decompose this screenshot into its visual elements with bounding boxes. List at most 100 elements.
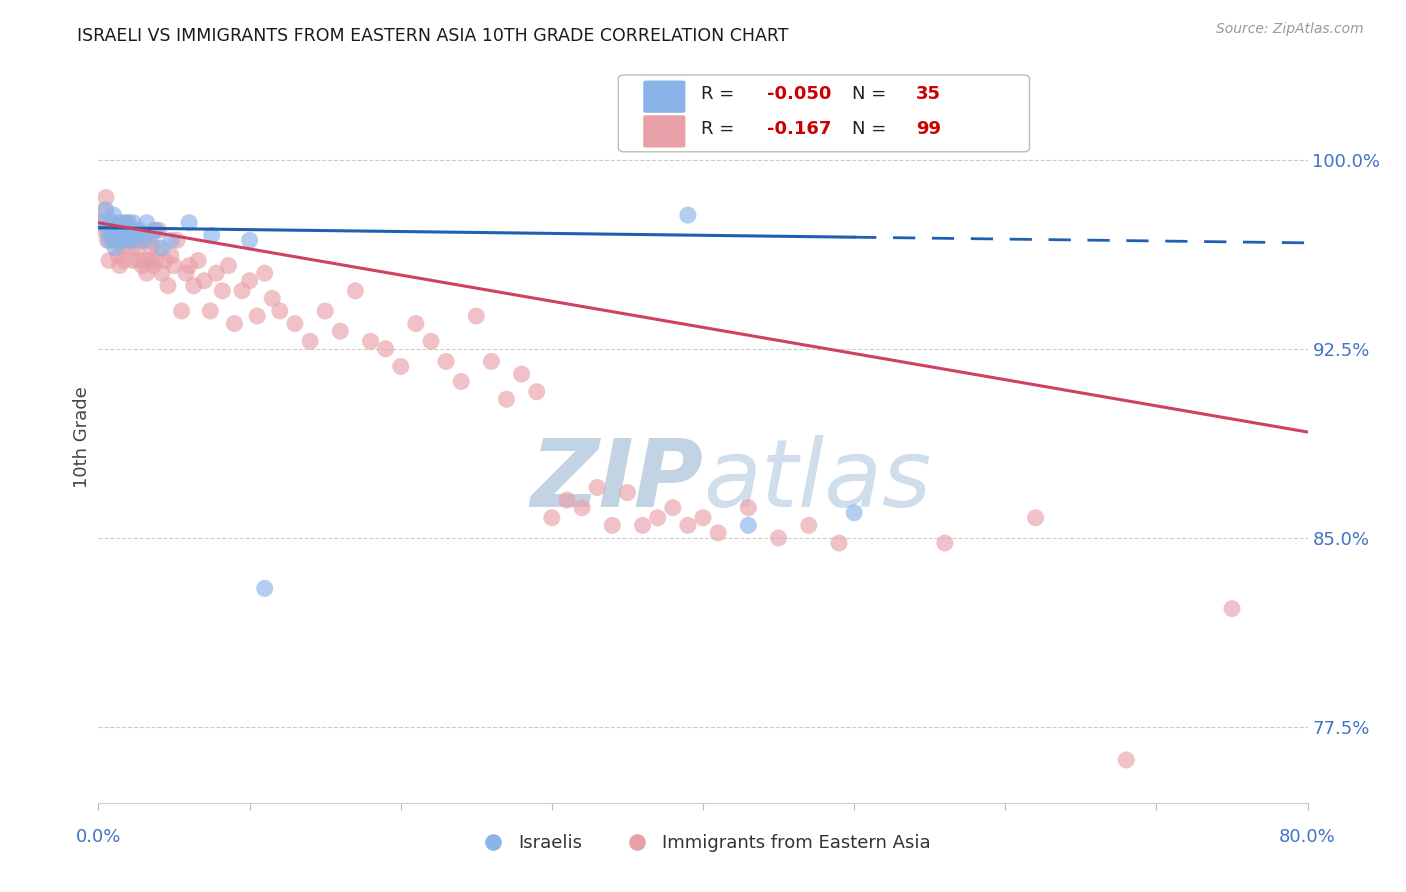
- Point: [112, 216, 135, 230]
- Point: [104, 241, 127, 255]
- Point: [314, 304, 336, 318]
- Point: [205, 266, 228, 280]
- Point: [121, 241, 143, 255]
- Point: [1220, 601, 1243, 615]
- Point: [170, 304, 193, 318]
- Text: 35: 35: [915, 86, 941, 103]
- Point: [510, 367, 533, 381]
- Point: [104, 223, 127, 237]
- Point: [105, 223, 128, 237]
- Point: [114, 233, 136, 247]
- Point: [160, 233, 183, 247]
- Point: [98, 233, 121, 247]
- Point: [828, 536, 851, 550]
- Text: 99: 99: [915, 120, 941, 138]
- Point: [676, 518, 699, 533]
- Text: atlas: atlas: [703, 435, 931, 526]
- Point: [631, 518, 654, 533]
- Point: [284, 317, 307, 331]
- Point: [100, 223, 122, 237]
- Text: ZIP: ZIP: [530, 435, 703, 527]
- Point: [224, 317, 246, 331]
- Point: [110, 223, 132, 237]
- Point: [253, 266, 276, 280]
- Text: N =: N =: [852, 120, 891, 138]
- Point: [374, 342, 396, 356]
- Text: N =: N =: [852, 86, 891, 103]
- Point: [1115, 753, 1137, 767]
- Point: [129, 233, 152, 247]
- Point: [239, 274, 262, 288]
- Point: [193, 274, 215, 288]
- Point: [187, 253, 209, 268]
- Point: [231, 284, 253, 298]
- Point: [450, 375, 472, 389]
- Point: [148, 223, 170, 237]
- Point: [90, 216, 112, 230]
- Point: [135, 266, 157, 280]
- Point: [100, 216, 122, 230]
- Point: [253, 582, 276, 596]
- Text: Source: ZipAtlas.com: Source: ZipAtlas.com: [1216, 22, 1364, 37]
- Point: [540, 510, 562, 524]
- Point: [246, 309, 269, 323]
- Point: [269, 304, 291, 318]
- Point: [132, 233, 155, 247]
- Point: [465, 309, 488, 323]
- Point: [131, 259, 153, 273]
- Point: [737, 518, 759, 533]
- Point: [120, 223, 142, 237]
- Point: [707, 525, 730, 540]
- Point: [91, 223, 114, 237]
- Point: [146, 241, 169, 255]
- Point: [90, 216, 112, 230]
- FancyBboxPatch shape: [643, 80, 686, 113]
- Point: [136, 233, 159, 247]
- Point: [94, 203, 117, 218]
- Point: [96, 233, 118, 247]
- Point: [135, 216, 157, 230]
- Point: [115, 216, 138, 230]
- Point: [217, 259, 239, 273]
- Point: [934, 536, 956, 550]
- Point: [183, 278, 205, 293]
- Point: [122, 253, 145, 268]
- Point: [174, 266, 197, 280]
- Point: [616, 485, 638, 500]
- Point: [145, 253, 167, 268]
- Point: [103, 216, 125, 230]
- Point: [107, 248, 129, 262]
- Point: [329, 324, 352, 338]
- Point: [127, 241, 149, 255]
- Point: [120, 223, 142, 237]
- Text: R =: R =: [700, 120, 740, 138]
- FancyBboxPatch shape: [643, 114, 686, 148]
- Point: [262, 291, 284, 305]
- Point: [844, 506, 866, 520]
- Point: [94, 190, 117, 204]
- Point: [676, 208, 699, 222]
- Point: [105, 233, 128, 247]
- Text: ISRAELI VS IMMIGRANTS FROM EASTERN ASIA 10TH GRADE CORRELATION CHART: ISRAELI VS IMMIGRANTS FROM EASTERN ASIA …: [77, 27, 789, 45]
- Point: [768, 531, 790, 545]
- Point: [98, 253, 121, 268]
- Point: [571, 500, 593, 515]
- Point: [156, 278, 179, 293]
- Point: [737, 500, 759, 515]
- Point: [128, 223, 150, 237]
- Point: [405, 317, 427, 331]
- Point: [108, 259, 131, 273]
- Point: [526, 384, 548, 399]
- Text: 80.0%: 80.0%: [1279, 828, 1336, 846]
- FancyBboxPatch shape: [619, 75, 1029, 152]
- Text: R =: R =: [700, 86, 740, 103]
- Point: [115, 233, 138, 247]
- Point: [143, 223, 166, 237]
- Text: -0.050: -0.050: [768, 86, 831, 103]
- Point: [107, 233, 129, 247]
- Point: [118, 233, 141, 247]
- Text: -0.167: -0.167: [768, 120, 831, 138]
- Point: [114, 223, 136, 237]
- Point: [142, 259, 165, 273]
- Point: [150, 241, 173, 255]
